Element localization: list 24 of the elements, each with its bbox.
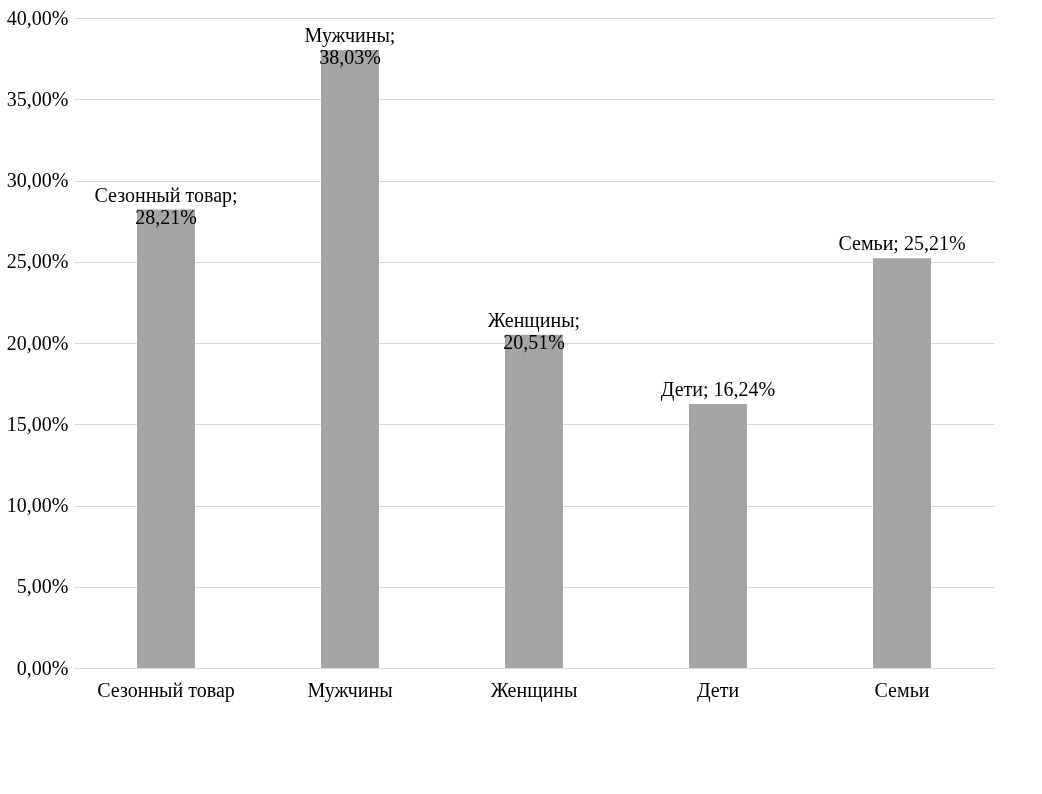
x-tick-label: Семьи <box>874 678 930 701</box>
x-tick-label: Дети <box>696 678 740 702</box>
data-label: Семьи; 25,21% <box>838 232 966 255</box>
y-tick-label: 35,00% <box>6 87 69 110</box>
data-label: Женщины; 20,51% <box>487 308 581 353</box>
data-label: Мужчины; 38,03% <box>304 24 396 69</box>
data-label: Сезонный товар; 28,21% <box>94 183 238 228</box>
y-tick-label: 5,00% <box>16 575 69 598</box>
bar <box>137 209 195 668</box>
x-tick-label: Сезонный товар <box>97 678 235 702</box>
bar <box>321 50 379 668</box>
bar <box>873 258 931 668</box>
x-tick-label: Женщины <box>490 678 578 702</box>
y-tick-label: 15,00% <box>6 412 69 435</box>
y-tick-label: 0,00% <box>16 656 69 679</box>
data-label: Дети; 16,24% <box>660 378 776 402</box>
y-tick-label: 40,00% <box>6 6 69 29</box>
y-tick-label: 10,00% <box>6 494 69 516</box>
y-tick-label: 25,00% <box>6 250 69 273</box>
y-tick-label: 20,00% <box>6 331 69 354</box>
bar <box>505 334 563 668</box>
bar <box>689 404 747 668</box>
x-tick-label: Мужчины <box>307 678 393 702</box>
y-tick-label: 30,00% <box>6 169 69 191</box>
